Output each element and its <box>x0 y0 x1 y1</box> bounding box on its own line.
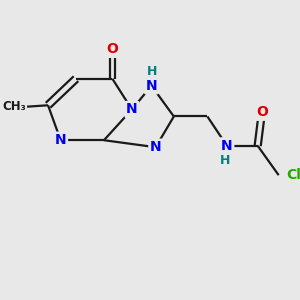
Text: N: N <box>146 79 157 93</box>
Text: N: N <box>126 103 138 116</box>
Text: H: H <box>220 154 231 167</box>
Text: O: O <box>106 42 118 56</box>
Text: N: N <box>55 133 66 147</box>
Text: Cl: Cl <box>286 168 300 182</box>
Text: CH₃: CH₃ <box>2 100 26 113</box>
Text: H: H <box>147 65 157 78</box>
Text: O: O <box>256 105 268 119</box>
Text: N: N <box>150 140 161 154</box>
Text: N: N <box>221 139 233 153</box>
